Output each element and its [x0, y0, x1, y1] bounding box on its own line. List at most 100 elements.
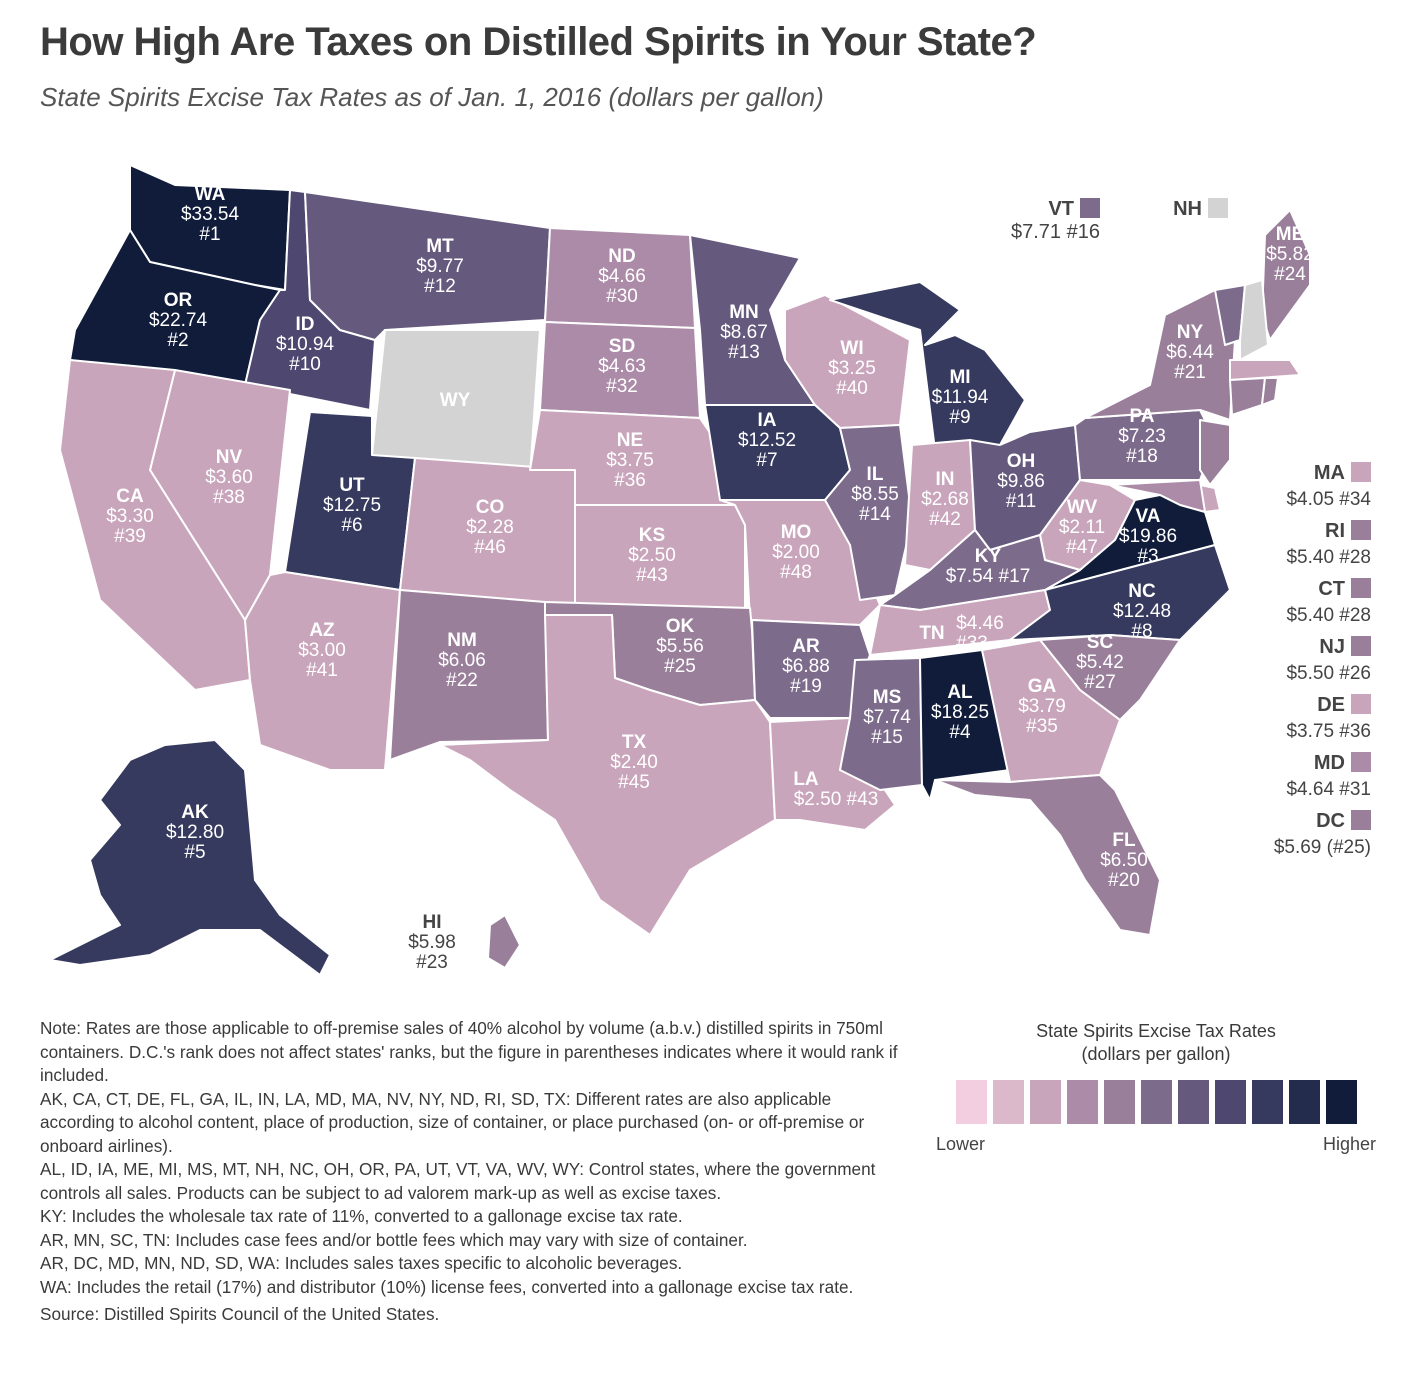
- state-rank: #15: [871, 727, 903, 748]
- state-rank: #42: [929, 509, 961, 530]
- state-rank: #48: [780, 562, 812, 583]
- footnotes: Note: Rates are those applicable to off-…: [40, 1017, 910, 1327]
- legend-swatch: [1177, 1080, 1209, 1124]
- legend-higher-label: Higher: [1322, 1134, 1376, 1154]
- state-KS[interactable]: [574, 504, 746, 611]
- state-rank: #14: [859, 504, 891, 525]
- state-rank: #24: [1274, 264, 1306, 285]
- state-AZ[interactable]: [244, 571, 401, 771]
- source-line: Source: Distilled Spirits Council of the…: [40, 1304, 440, 1324]
- callout-RI: RI $5.40 #28: [1241, 520, 1371, 569]
- state-NJ[interactable]: [1199, 419, 1231, 486]
- state-RI[interactable]: [1261, 377, 1279, 406]
- state-code: NE: [617, 430, 643, 451]
- note-paragraph: AK, CA, CT, DE, FL, GA, IL, IN, LA, MD, …: [40, 1088, 865, 1156]
- state-rate: $2.00: [772, 542, 820, 563]
- state-rank: #8: [1131, 621, 1152, 642]
- state-rate: $3.25: [828, 358, 876, 379]
- state-label-UT: UT$12.75#6: [323, 475, 381, 536]
- state-TX[interactable]: [439, 614, 776, 936]
- state-code: AZ: [309, 620, 335, 641]
- state-rate: $12.52: [738, 430, 796, 451]
- state-IL[interactable]: [824, 424, 913, 601]
- state-MA[interactable]: [1229, 359, 1301, 381]
- legend-title-line2: (dollars per gallon): [1081, 1044, 1231, 1064]
- state-rank: #1: [199, 224, 220, 245]
- state-code: WV: [1067, 497, 1098, 518]
- state-rank: #30: [606, 286, 638, 307]
- state-code: OK: [666, 616, 695, 637]
- state-rank: #11: [1006, 491, 1036, 512]
- page-subtitle: State Spirits Excise Tax Rates as of Jan…: [40, 82, 824, 112]
- state-rank: #35: [1026, 716, 1058, 737]
- state-label-IA: IA$12.52#7: [738, 410, 796, 471]
- state-code: MT: [426, 236, 454, 257]
- state-code: NY: [1177, 322, 1204, 343]
- state-label-VA: VA$19.86#3: [1119, 506, 1177, 567]
- state-FL[interactable]: [934, 774, 1161, 936]
- state-rate: $7.74: [863, 707, 911, 728]
- state-label-WA: WA$33.54#1: [181, 184, 240, 245]
- state-label-KS: KS$2.50#43: [628, 525, 676, 586]
- callout-code: MA: [1313, 462, 1345, 484]
- state-rank: #45: [618, 772, 650, 793]
- state-label-IL: IL$8.55#14: [851, 464, 899, 525]
- state-rank: #2: [167, 330, 188, 351]
- color-legend: State Spirits Excise Tax Rates (dollars …: [936, 1020, 1376, 1155]
- legend-swatch: [1140, 1080, 1172, 1124]
- state-code: CO: [476, 497, 505, 518]
- state-rank: #3: [1137, 546, 1158, 567]
- state-code: SC: [1087, 632, 1114, 653]
- state-label-SC: SC$5.42#27: [1076, 632, 1124, 693]
- state-code: GA: [1028, 676, 1057, 697]
- state-code: UT: [339, 475, 365, 496]
- state-rank: #32: [606, 376, 638, 397]
- state-label-FL: FL$6.50#20: [1100, 830, 1148, 891]
- state-rank: #19: [790, 676, 822, 697]
- state-KY[interactable]: [879, 529, 1081, 611]
- callout-code: MD: [1313, 752, 1345, 774]
- state-label-LA: LA$2.50 #43: [793, 769, 878, 810]
- state-code: LA: [793, 769, 819, 790]
- callout-NH: NH: [1150, 198, 1228, 221]
- state-label-NY: NY$6.44#21: [1166, 322, 1214, 383]
- state-NH[interactable]: [1239, 279, 1269, 361]
- state-rate: $5.42: [1076, 652, 1124, 673]
- callout-code: NJ: [1319, 636, 1345, 658]
- state-rate: $12.48: [1113, 601, 1171, 622]
- legend-swatch: [1066, 1080, 1098, 1124]
- legend-swatch: [1029, 1080, 1061, 1124]
- state-rate: $3.00: [298, 640, 346, 661]
- state-rank: #9: [949, 407, 970, 428]
- state-rank: #18: [1126, 446, 1158, 467]
- state-NM[interactable]: [389, 589, 549, 761]
- callout-code: RI: [1325, 520, 1345, 542]
- state-label-NC: NC$12.48#8: [1113, 581, 1171, 642]
- state-rank: #4: [949, 722, 971, 743]
- callout-MA: MA $4.05 #34: [1241, 462, 1371, 511]
- state-rate: $19.86: [1119, 526, 1177, 547]
- callout-value: $5.40 #28: [1286, 605, 1371, 626]
- state-label-AZ: AZ$3.00#41: [298, 620, 346, 681]
- state-AK[interactable]: [49, 739, 331, 976]
- state-rate: $33.54: [181, 204, 240, 225]
- state-MI[interactable]: [829, 281, 1026, 451]
- callout-swatch: [1351, 636, 1371, 656]
- state-code: TX: [622, 732, 647, 753]
- page-title: How High Are Taxes on Distilled Spirits …: [40, 20, 1037, 64]
- state-label-NE: NE$3.75#36: [606, 430, 654, 491]
- state-code: KS: [639, 525, 665, 546]
- callout-NH-code: NH: [1173, 198, 1202, 220]
- state-HI[interactable]: [487, 914, 521, 969]
- state-label-SD: SD$4.63#32: [598, 336, 646, 397]
- note-paragraph: WA: Includes the retail (17%) and distri…: [40, 1276, 854, 1297]
- callout-value: $4.05 #34: [1286, 489, 1371, 510]
- state-rate: $6.44: [1166, 342, 1214, 363]
- callout-DE: DE $3.75 #36: [1241, 694, 1371, 743]
- state-label-MN: MN$8.67#13: [720, 302, 768, 363]
- state-label-HI: HI$5.98#23: [408, 912, 456, 973]
- state-rate: $2.11: [1059, 517, 1105, 538]
- callout-code: CT: [1318, 578, 1345, 600]
- state-rank: #22: [446, 670, 478, 691]
- state-CT[interactable]: [1229, 377, 1266, 416]
